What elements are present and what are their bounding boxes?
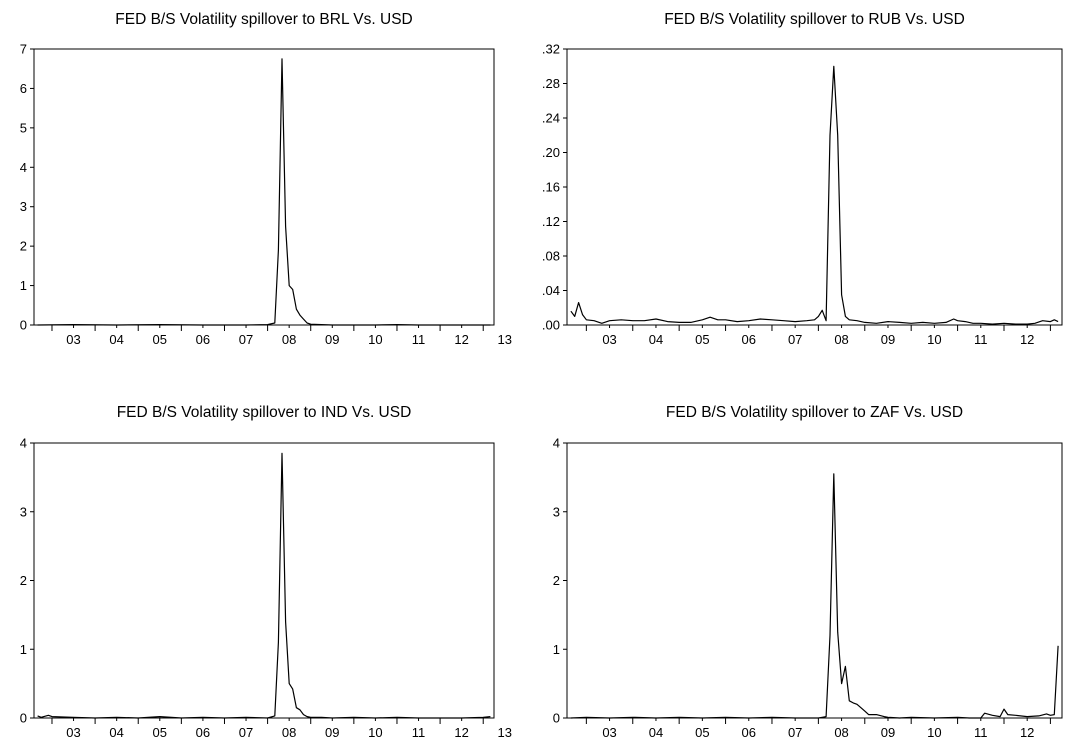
x-tick-label: 11 bbox=[974, 725, 988, 740]
plot-frame bbox=[566, 48, 1063, 326]
y-tick-label: .04 bbox=[542, 283, 560, 298]
y-tick-label: 0 bbox=[20, 711, 27, 726]
x-tick-label: 03 bbox=[602, 725, 616, 740]
y-tick-label: 4 bbox=[20, 436, 27, 451]
x-tick-label: 08 bbox=[282, 725, 296, 740]
x-tick-label: 05 bbox=[695, 725, 709, 740]
x-tick-label: 09 bbox=[325, 332, 339, 347]
x-tick-label: 10 bbox=[368, 332, 382, 347]
y-tick-label: 3 bbox=[553, 504, 560, 519]
x-tick-label: 10 bbox=[368, 725, 382, 740]
x-tick-label: 08 bbox=[282, 332, 296, 347]
y-tick-label: 4 bbox=[20, 160, 27, 175]
y-tick-label: .32 bbox=[542, 42, 560, 57]
y-tick-label: .20 bbox=[542, 145, 560, 160]
x-tick-label: 04 bbox=[109, 725, 123, 740]
y-tick-label: 2 bbox=[20, 573, 27, 588]
x-tick-label: 06 bbox=[742, 725, 756, 740]
x-tick-label: 04 bbox=[649, 725, 663, 740]
x-tick-label: 09 bbox=[881, 332, 895, 347]
chart-panel-1: FED B/S Volatility spillover to BRL Vs. … bbox=[20, 11, 512, 347]
y-tick-label: 6 bbox=[20, 81, 27, 96]
y-tick-label: .08 bbox=[542, 249, 560, 264]
y-tick-label: .00 bbox=[542, 318, 560, 333]
x-tick-label: 04 bbox=[649, 332, 663, 347]
x-tick-label: 08 bbox=[834, 725, 848, 740]
y-tick-label: 1 bbox=[20, 642, 27, 657]
plot-frame bbox=[566, 442, 1063, 719]
chart-title: FED B/S Volatility spillover to BRL Vs. … bbox=[115, 11, 412, 28]
x-tick-label: 05 bbox=[153, 725, 167, 740]
y-tick-label: 1 bbox=[553, 642, 560, 657]
chart-panel-4: FED B/S Volatility spillover to ZAF Vs. … bbox=[553, 404, 1063, 740]
chart-title: FED B/S Volatility spillover to IND Vs. … bbox=[117, 404, 412, 421]
x-tick-label: 06 bbox=[742, 332, 756, 347]
x-tick-label: 10 bbox=[927, 332, 941, 347]
y-tick-label: .24 bbox=[542, 111, 560, 126]
x-tick-label: 03 bbox=[66, 725, 80, 740]
x-tick-label: 03 bbox=[602, 332, 616, 347]
chart-panel-2: FED B/S Volatility spillover to RUB Vs. … bbox=[542, 11, 1063, 347]
x-tick-label: 07 bbox=[788, 725, 802, 740]
x-tick-label: 12 bbox=[454, 332, 468, 347]
x-tick-label: 10 bbox=[927, 725, 941, 740]
x-tick-label: 11 bbox=[974, 332, 988, 347]
x-tick-label: 06 bbox=[196, 332, 210, 347]
plot-frame bbox=[33, 48, 495, 326]
x-tick-label: 08 bbox=[834, 332, 848, 347]
y-tick-label: .12 bbox=[542, 214, 560, 229]
x-tick-label: 09 bbox=[325, 725, 339, 740]
series-line bbox=[570, 65, 1059, 325]
y-tick-label: 4 bbox=[553, 436, 560, 451]
series-line bbox=[37, 452, 491, 719]
x-tick-label: 03 bbox=[66, 332, 80, 347]
y-tick-label: 0 bbox=[20, 318, 27, 333]
chart-title: FED B/S Volatility spillover to ZAF Vs. … bbox=[666, 404, 963, 421]
x-tick-label: 04 bbox=[109, 332, 123, 347]
x-tick-label: 09 bbox=[881, 725, 895, 740]
x-tick-label: 12 bbox=[454, 725, 468, 740]
x-tick-label: 05 bbox=[153, 332, 167, 347]
x-tick-label: 13 bbox=[498, 725, 512, 740]
series-line bbox=[37, 58, 491, 326]
chart-title: FED B/S Volatility spillover to RUB Vs. … bbox=[664, 11, 965, 28]
x-tick-label: 11 bbox=[412, 332, 426, 347]
y-tick-label: 2 bbox=[553, 573, 560, 588]
y-tick-label: 7 bbox=[20, 42, 27, 57]
chart-panel-3: FED B/S Volatility spillover to IND Vs. … bbox=[20, 404, 512, 740]
x-tick-label: 05 bbox=[695, 332, 709, 347]
y-tick-label: 3 bbox=[20, 199, 27, 214]
x-tick-label: 07 bbox=[239, 725, 253, 740]
x-tick-label: 11 bbox=[412, 725, 426, 740]
x-tick-label: 06 bbox=[196, 725, 210, 740]
x-tick-label: 12 bbox=[1020, 725, 1034, 740]
y-tick-label: 5 bbox=[20, 120, 27, 135]
x-tick-label: 07 bbox=[239, 332, 253, 347]
y-tick-label: 1 bbox=[20, 278, 27, 293]
series-line bbox=[570, 473, 1059, 719]
y-tick-label: 2 bbox=[20, 239, 27, 254]
y-tick-label: .28 bbox=[542, 76, 560, 91]
x-tick-label: 13 bbox=[498, 332, 512, 347]
y-tick-label: .16 bbox=[542, 180, 560, 195]
y-tick-label: 0 bbox=[553, 711, 560, 726]
plot-frame bbox=[33, 442, 495, 719]
x-tick-label: 12 bbox=[1020, 332, 1034, 347]
y-tick-label: 3 bbox=[20, 504, 27, 519]
x-tick-label: 07 bbox=[788, 332, 802, 347]
